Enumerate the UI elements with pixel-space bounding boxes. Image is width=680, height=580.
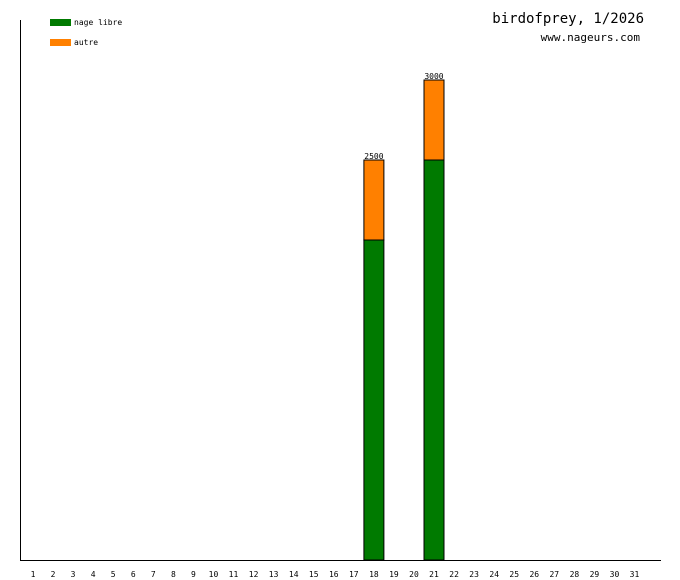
x-tick-labels: 1 2 3 4 5 6 7 8 9 10 11 12 13 14 15 16 17 18 19 20 21 22 23 24 2… <box>31 570 640 579</box>
x-tick-label: 10 <box>209 570 219 579</box>
legend-label-nage-libre: nage libre <box>74 18 122 27</box>
x-tick-label: 5 <box>111 570 116 579</box>
x-tick-label: 8 <box>171 570 176 579</box>
x-tick-label: 6 <box>131 570 136 579</box>
legend-label-autre: autre <box>74 38 98 47</box>
x-tick-label: 3 <box>71 570 76 579</box>
x-tick-label: 9 <box>191 570 196 579</box>
x-tick-label: 2 <box>51 570 56 579</box>
x-tick-label: 21 <box>429 570 439 579</box>
x-tick-label: 15 <box>309 570 319 579</box>
legend-swatch-nage-libre <box>50 19 71 26</box>
x-tick-label: 24 <box>489 570 499 579</box>
x-tick-label: 12 <box>249 570 259 579</box>
bar-segment-nage-libre <box>363 239 385 561</box>
bar-segment-nage-libre <box>423 159 445 561</box>
total-labels: 2500 3000 <box>364 72 444 161</box>
x-tick-label: 19 <box>389 570 399 579</box>
x-tick-label: 23 <box>469 570 479 579</box>
x-tick-label: 26 <box>529 570 539 579</box>
x-tick-label: 27 <box>549 570 559 579</box>
x-tick-label: 30 <box>610 570 620 579</box>
x-tick-label: 29 <box>590 570 600 579</box>
legend: nage libre autre <box>50 18 122 47</box>
x-tick-label: 7 <box>151 570 156 579</box>
x-tick-label: 25 <box>509 570 519 579</box>
x-tick-label: 18 <box>369 570 379 579</box>
legend-swatch-autre <box>50 39 71 46</box>
x-tick-label: 13 <box>269 570 279 579</box>
x-tick-label: 16 <box>329 570 339 579</box>
bar-segment-autre <box>363 159 385 241</box>
total-label: 3000 <box>424 72 443 81</box>
x-tick-label: 11 <box>229 570 239 579</box>
x-tick-label: 14 <box>289 570 299 579</box>
x-tick-label: 31 <box>630 570 640 579</box>
chart-title: birdofprey, 1/2026 <box>492 11 644 27</box>
x-tick-label: 17 <box>349 570 359 579</box>
x-tick-label: 28 <box>570 570 580 579</box>
x-tick-label: 22 <box>449 570 459 579</box>
x-tick-label: 20 <box>409 570 419 579</box>
chart-subtitle: www.nageurs.com <box>541 31 641 44</box>
bar-segment-autre <box>423 79 445 161</box>
x-tick-label: 1 <box>31 570 36 579</box>
x-tick-label: 4 <box>91 570 96 579</box>
total-label: 2500 <box>364 152 383 161</box>
bars <box>363 79 445 561</box>
